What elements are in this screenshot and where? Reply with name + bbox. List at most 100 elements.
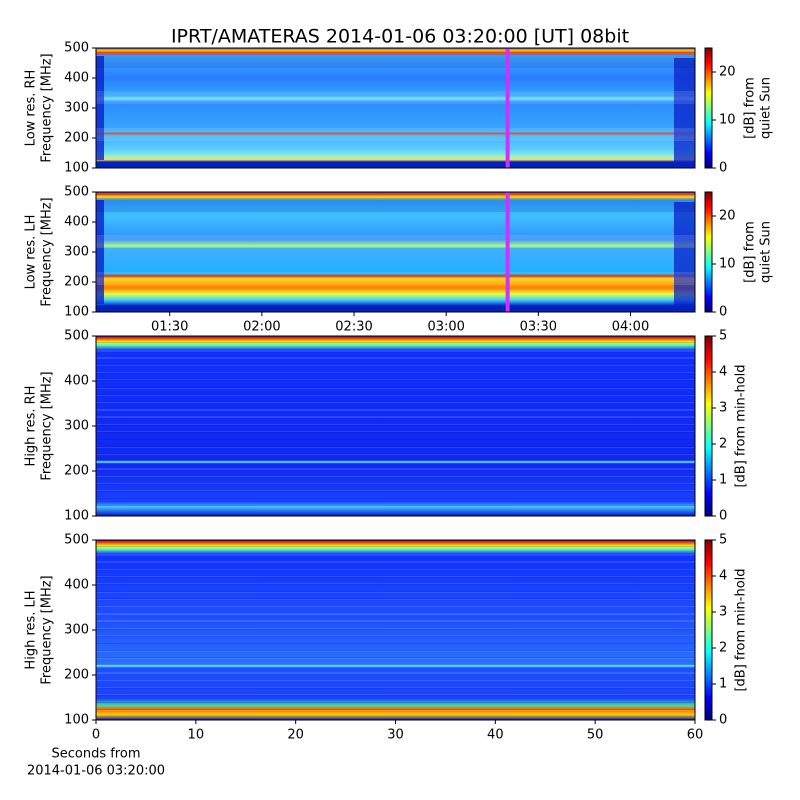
spectrogram-texture [96,204,695,205]
spectrogram-texture [96,243,695,244]
spectrogram-texture [96,62,695,63]
spectrogram-texture [96,205,695,206]
x-tick-label: 04:00 [612,320,649,335]
spectrogram-texture [96,469,695,470]
spectrogram-texture [96,208,695,209]
colorbar-tick-label: 20 [719,209,736,224]
spectrogram-texture [96,643,695,644]
spectrogram-texture [96,245,695,246]
y-tick-label: 200 [64,275,89,290]
spectrogram [96,48,695,168]
spectrogram-texture [96,483,695,484]
colorbar-tick-label: 0 [719,713,727,728]
colorbar-tick-label: 5 [719,329,727,344]
spectrogram-texture [96,97,695,98]
spectrogram-texture [96,238,695,239]
spectrogram-texture [96,274,695,275]
spectrogram-texture [96,446,695,447]
spectrogram-texture [96,64,695,65]
x-tick-label: 20 [287,728,304,743]
spectrogram-texture [96,54,695,55]
spectrogram-texture [96,546,695,547]
spectrogram-texture [96,273,695,274]
spectrogram-texture [96,275,695,276]
spectrogram-edge [96,200,104,304]
spectrogram-texture [96,447,695,448]
y-tick-label: 100 [64,305,89,320]
colorbar-label: [dB] from [743,221,758,283]
y-tick-label: 500 [64,185,89,200]
spectrogram-texture [96,61,695,62]
spectrogram-texture [96,672,695,673]
spectrogram-texture [96,200,695,201]
spectrogram-texture [96,66,695,67]
spectrogram-texture [96,65,695,66]
spectrogram-texture [96,673,695,674]
y-axis-label: Frequency [MHz] [40,371,55,480]
spectrogram-texture [96,131,695,132]
spectrogram-texture [96,620,695,621]
spectrogram-texture [96,203,695,204]
spectrogram-texture [96,484,695,485]
spectrogram-texture [96,453,695,454]
spectrogram-texture [96,506,695,507]
x-tick-label: 40 [487,728,504,743]
spectrogram-texture [96,650,695,651]
spectrogram-texture [96,651,695,652]
spectrogram-texture [96,279,695,280]
spectrogram-texture [96,688,695,689]
spectrogram-edge [674,58,695,168]
y-tick-label: 100 [64,509,89,524]
spectrogram-texture [96,209,695,210]
y-axis-label: Frequency [MHz] [40,575,55,684]
colorbar [704,539,713,721]
colorbar [704,335,713,517]
colorbar [704,191,713,313]
x-tick-label: 02:30 [335,320,372,335]
spectrogram-texture [96,409,695,410]
spectrogram [96,540,695,720]
spectrogram-texture [96,57,695,58]
colorbar-tick-label: 1 [719,677,727,692]
spectrogram-texture [96,206,695,207]
y-tick-label: 400 [64,215,89,230]
spectrogram-texture [96,59,695,60]
time-marker [505,192,510,312]
spectrogram-texture [96,272,695,273]
spectrogram-texture [96,99,695,100]
spectrogram-edge [96,56,104,160]
x-axis-label: 2014-01-06 03:20:00 [27,764,165,779]
spectrogram-texture [96,284,695,285]
colorbar-label: [dB] from [743,77,758,139]
spectrogram-texture [96,454,695,455]
spectrogram-texture [96,129,695,130]
spectrogram-texture [96,278,695,279]
colorbar-tick-label: 10 [719,257,736,272]
spectrogram-texture [96,244,695,245]
x-tick-label: 03:30 [520,320,557,335]
spectrogram-texture [96,236,695,237]
spectrogram-texture [96,280,695,281]
colorbar-tick-label: 1 [719,473,727,488]
spectrogram-texture [96,629,695,630]
x-tick-label: 01:30 [151,320,188,335]
colorbar-label: [dB] from min-hold [734,364,749,487]
colorbar-tick-label: 0 [719,305,727,320]
spectrogram-texture [96,246,695,247]
spectrogram-texture [96,241,695,242]
colorbar [704,47,713,169]
x-tick-label: 10 [188,728,205,743]
spectrogram-texture [96,562,695,563]
x-tick-label: 02:00 [243,320,280,335]
spectrogram-texture [96,505,695,506]
spectrogram-texture [96,342,695,343]
spectrogram-texture [96,276,695,277]
spectrogram-texture [96,132,695,133]
spectrogram-texture [96,198,695,199]
y-axis-label: High res. RH [24,386,39,467]
spectrogram-texture [96,613,695,614]
spectrogram-texture [96,498,695,499]
colorbar-tick-label: 5 [719,533,727,548]
spectrogram-texture [96,561,695,562]
spectrogram-texture [96,98,695,99]
